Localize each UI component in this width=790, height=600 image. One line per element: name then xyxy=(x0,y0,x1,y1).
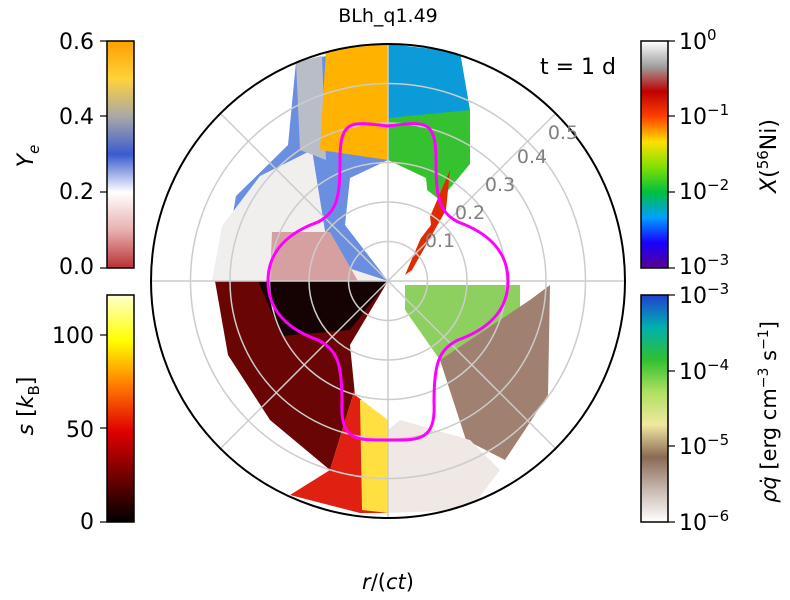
s-label: s [kB] xyxy=(14,377,43,436)
ni-tick-2: 10−2 xyxy=(679,176,729,205)
ye-colorbar-fill xyxy=(106,40,135,269)
radial-tick-1: 0.2 xyxy=(455,202,485,224)
ye-region-white xyxy=(212,150,388,281)
polar-grid xyxy=(151,44,625,518)
ni-region-blue xyxy=(388,44,470,120)
ye-tick-0: 0.6 xyxy=(59,30,94,55)
ni-colorbar: 100 10−1 10−2 10−3 X(56Ni) xyxy=(640,26,782,280)
s-tick-2: 0 xyxy=(80,510,94,535)
ye-label: Ye xyxy=(14,145,43,168)
radial-tick-2: 0.3 xyxy=(485,174,515,196)
s-tick-1: 50 xyxy=(66,418,94,443)
polar-plot: 0.1 0.2 0.3 0.4 0.5 xyxy=(150,43,626,519)
ye-region-orange xyxy=(320,44,388,160)
radial-tick-labels: 0.1 0.2 0.3 0.4 0.5 xyxy=(425,122,578,252)
ye-tick-2: 0.2 xyxy=(59,180,94,205)
ye-tick-3: 0.0 xyxy=(59,255,94,280)
heat-tick-3: 10−6 xyxy=(679,507,729,536)
chart-title: BLh_q1.49 xyxy=(338,5,438,27)
heat-tick-1: 10−4 xyxy=(679,356,729,385)
radial-tick-0: 0.1 xyxy=(425,230,455,252)
time-label: t = 1 d xyxy=(540,55,616,80)
ni-tick-1: 10−1 xyxy=(679,101,729,130)
ye-tick-1: 0.4 xyxy=(59,105,94,130)
radial-tick-3: 0.4 xyxy=(517,146,547,168)
x-axis-label: r/(ct) xyxy=(362,570,414,594)
ni-tick-0: 100 xyxy=(679,26,717,55)
heat-region-pale xyxy=(388,420,500,513)
s-tick-0: 100 xyxy=(52,324,94,349)
s-colorbar: 100 50 0 s [kB] xyxy=(14,294,135,535)
ni-label: X(56Ni) xyxy=(754,119,782,194)
polar-frame xyxy=(150,43,626,519)
grid-spoke-diag-2 xyxy=(219,112,557,450)
s-region-black xyxy=(258,281,388,336)
radial-tick-4: 0.5 xyxy=(548,122,578,144)
s-colorbar-fill xyxy=(106,294,135,523)
contour-line xyxy=(266,122,510,442)
ni-tick-3: 10−3 xyxy=(679,251,729,280)
ni-region-green xyxy=(388,110,470,200)
heat-tick-0: 10−3 xyxy=(679,280,729,309)
s-region-yellow xyxy=(360,400,388,513)
heat-label: ρq̇ [erg cm−3 s−1] xyxy=(756,321,781,503)
ye-region-lowye xyxy=(270,232,388,281)
heat-colorbar-fill xyxy=(640,294,669,523)
ni-colorbar-fill xyxy=(640,40,669,269)
ye-colorbar: 0.6 0.4 0.2 0.0 Ye xyxy=(14,30,135,280)
heat-region-green xyxy=(405,285,520,360)
ye-region-grey xyxy=(296,56,326,160)
heat-tick-2: 10−5 xyxy=(679,431,729,460)
ejecta-map xyxy=(212,44,550,513)
heat-colorbar: 10−3 10−4 10−5 10−6 ρq̇ [erg cm−3 s−1] xyxy=(640,280,781,536)
